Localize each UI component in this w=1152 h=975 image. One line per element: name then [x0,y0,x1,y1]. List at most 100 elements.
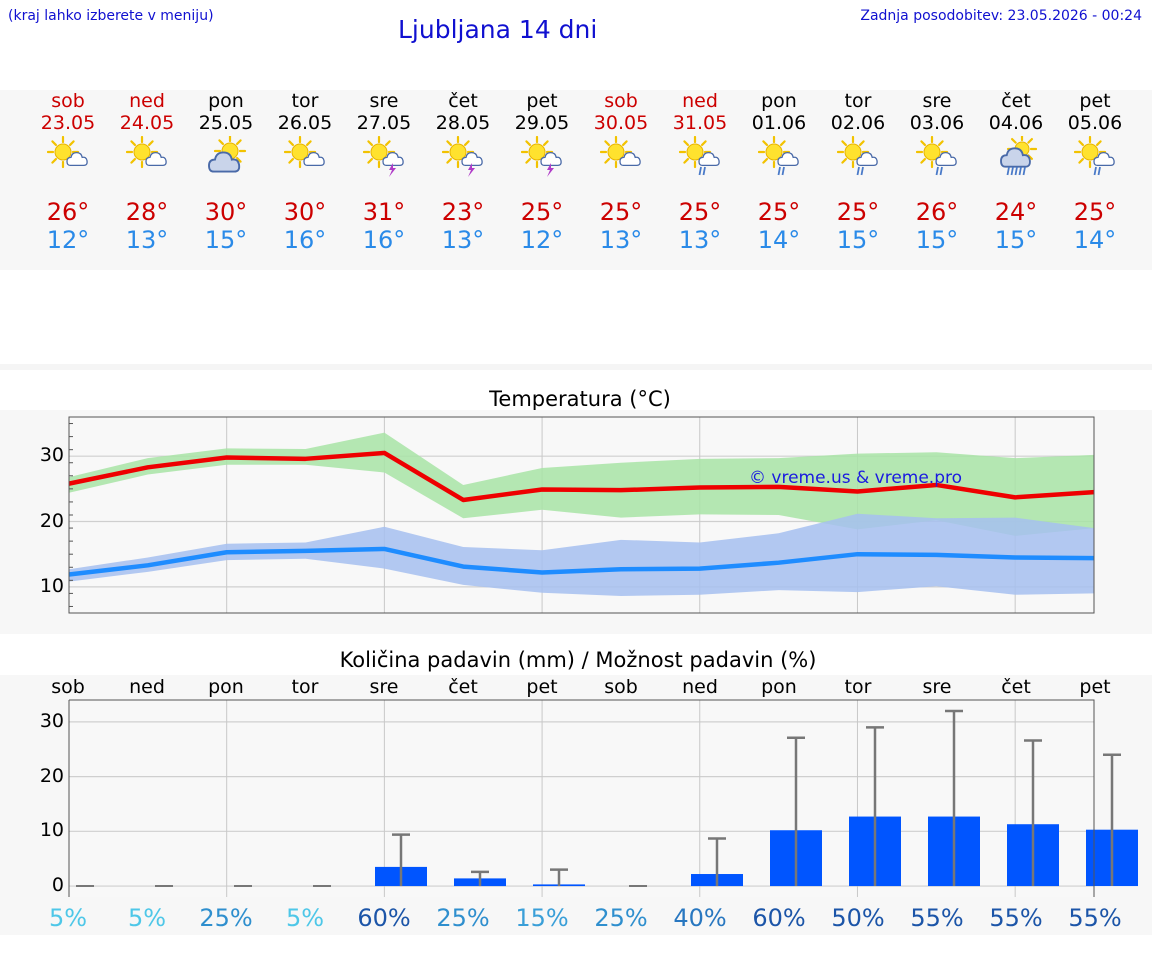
precipitation-probability: 25% [199,904,253,932]
day-date: 01.06 [751,112,807,134]
daily-forecast-strip: sob 23.05 26° 12° ned 24.05 28° 13° pon 25.05 30° 1… [0,90,1152,270]
sun-cloud-icon [283,135,325,169]
min-temperature: 16° [283,226,327,254]
precipitation-day-label: pet [1079,676,1111,698]
sun-rain-icon [757,135,799,176]
max-temperature: 30° [283,198,327,226]
y-tick-label: 20 [39,509,64,532]
precipitation-day-label: čet [448,676,478,698]
min-temperature: 12° [520,226,564,254]
weather-icon-wrap [441,135,484,178]
day-date: 03.06 [909,112,965,134]
max-temperature: 25° [757,198,801,226]
day-name: tor [291,90,319,112]
precipitation-day-label: sre [922,676,952,698]
precipitation-day-label: pon [208,676,244,698]
cloud-heavy-rain-icon [1000,133,1038,176]
day-date: 26.05 [277,112,333,134]
precipitation-day-label: sre [369,676,399,698]
day-date: 25.05 [198,112,254,134]
precipitation-probability: 5% [48,904,88,932]
max-temperature: 31° [362,198,406,226]
min-temperature: 13° [678,226,722,254]
precipitation-probability: 5% [127,904,167,932]
min-temperature: 15° [204,226,248,254]
day-name: sre [369,90,399,112]
min-temperature: 13° [441,226,485,254]
min-temperature: 13° [125,226,169,254]
precipitation-day-label: ned [129,676,165,698]
day-date: 28.05 [435,112,491,134]
sun-cloud-icon [599,135,641,169]
max-temperature: 28° [125,198,169,226]
weather-icon-wrap [46,135,89,178]
precipitation-day-label: sob [604,676,638,698]
location-hint: (kraj lahko izberete v meniju) [8,8,214,24]
min-temperature: 15° [994,226,1038,254]
day-name: ned [129,90,165,112]
max-temperature: 30° [204,198,248,226]
max-temperature-line [68,450,1095,503]
precipitation-probability: 55% [910,904,964,932]
precipitation-chart-title: Količina padavin (mm) / Možnost padavin … [339,648,817,672]
day-name: čet [448,90,478,112]
sun-rain-icon [915,135,957,176]
y-tick-label: 30 [39,709,64,732]
max-temperature: 25° [836,198,880,226]
weather-icon-wrap [678,135,721,178]
sun-thunder-icon [441,135,483,177]
min-temperature: 15° [915,226,959,254]
weather-icon-wrap [205,134,247,178]
day-date: 02.06 [830,112,886,134]
day-date: 29.05 [514,112,570,134]
day-date: 05.06 [1067,112,1123,134]
sun-rain-icon [678,135,720,176]
last-updated: Zadnja posodobitev: 23.05.2026 - 00:24 [860,8,1142,24]
y-tick-label: 0 [51,874,64,897]
page-title: Ljubljana 14 dni [398,15,598,44]
sun-rain-icon [836,135,878,176]
min-temperature: 14° [1073,226,1117,254]
day-name: ned [682,90,718,112]
precipitation-probability: 25% [436,904,490,932]
precipitation-probability: 40% [673,904,727,932]
sun-cloud-icon [125,135,167,169]
sun-thunder-icon [520,135,562,177]
precipitation-chart [68,699,1138,897]
day-name: čet [1001,90,1031,112]
y-tick-label: 30 [39,444,64,467]
precipitation-probability: 60% [752,904,806,932]
day-date: 04.06 [988,112,1044,134]
max-temperature: 25° [1073,198,1117,226]
precipitation-day-label: pet [526,676,558,698]
weather-icon-wrap [915,135,958,178]
temperature-chart [68,416,1095,614]
chart-watermark: © vreme.us & vreme.pro [749,468,963,488]
separator [0,364,1152,370]
precipitation-probability: 60% [357,904,411,932]
precipitation-day-label: pon [761,676,797,698]
precipitation-day-label: ned [682,676,718,698]
weather-icon-wrap [757,135,800,178]
day-name: tor [844,90,872,112]
y-tick-label: 20 [39,764,64,787]
day-date: 24.05 [119,112,175,134]
min-temperature: 16° [362,226,406,254]
max-temperature: 25° [678,198,722,226]
precipitation-day-label: sob [51,676,85,698]
day-date: 31.05 [672,112,728,134]
sun-rain-icon [1073,135,1115,176]
weather-icon-wrap [125,135,168,178]
precipitation-probability: 25% [594,904,648,932]
weather-icon-wrap [520,135,563,178]
weather-icon-wrap [283,135,326,178]
max-temperature: 25° [520,198,564,226]
weather-icon-wrap [362,135,405,178]
day-name: pon [208,90,244,112]
max-temperature: 26° [915,198,959,226]
y-tick-label: 10 [39,574,64,597]
precipitation-probability: 5% [285,904,325,932]
min-temperature: 13° [599,226,643,254]
min-temperature: 12° [46,226,90,254]
cloud-sun-icon [208,134,247,173]
